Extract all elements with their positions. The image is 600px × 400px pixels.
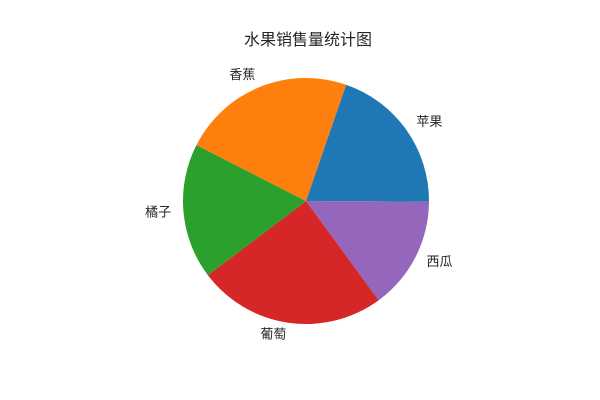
svg-text:西瓜: 西瓜 — [427, 254, 453, 269]
svg-text:苹果: 苹果 — [416, 114, 442, 129]
svg-text:香蕉: 香蕉 — [229, 67, 255, 82]
svg-text:葡萄: 葡萄 — [260, 326, 286, 341]
svg-text:橘子: 橘子 — [145, 204, 171, 219]
